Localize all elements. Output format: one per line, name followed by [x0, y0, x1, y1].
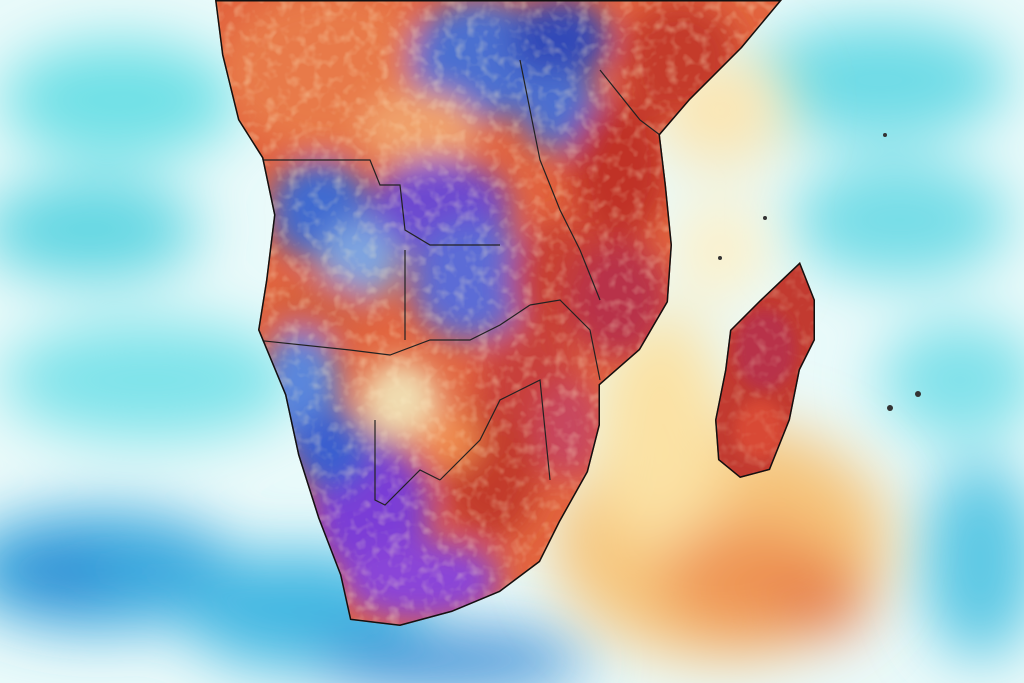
borders	[254, 59, 661, 506]
islands	[718, 133, 921, 411]
